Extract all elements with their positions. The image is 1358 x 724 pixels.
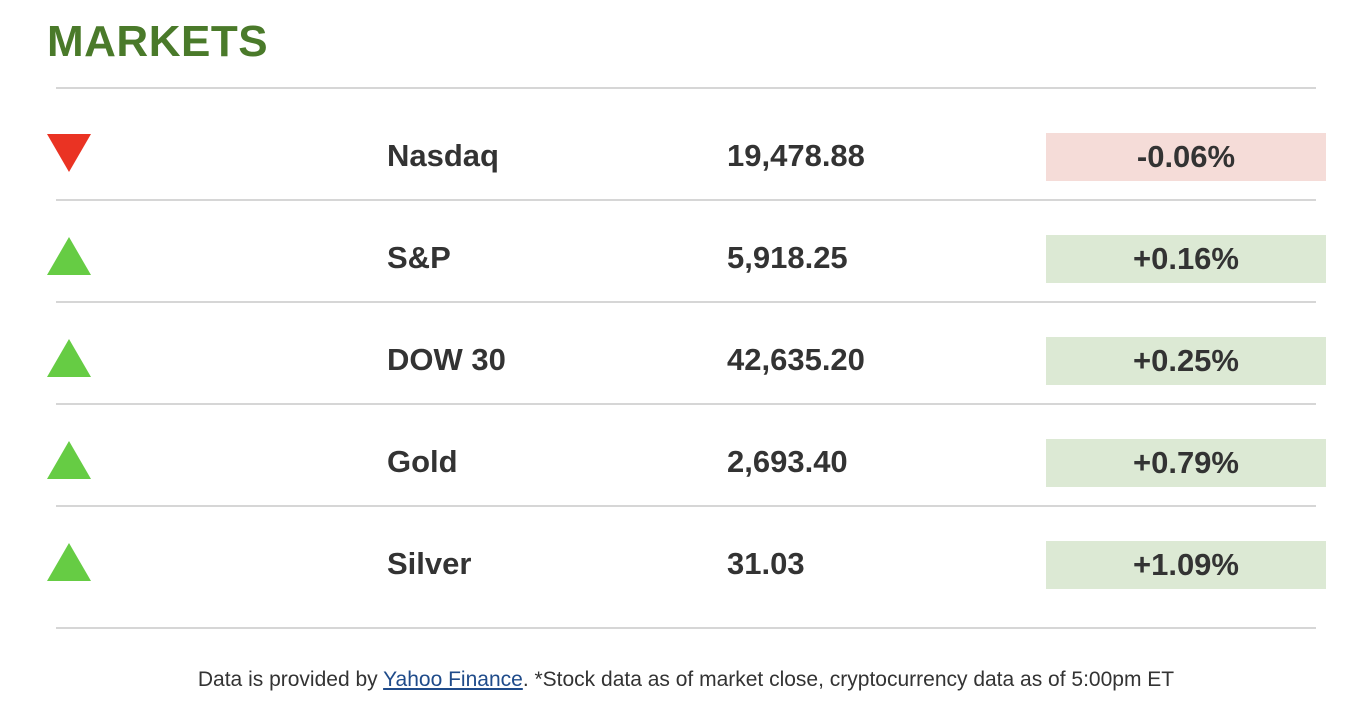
divider (56, 403, 1316, 405)
divider (56, 87, 1316, 89)
data-source-note: Data is provided by Yahoo Finance. *Stoc… (0, 666, 1358, 694)
market-row-nasdaq: Nasdaq 19,478.88 -0.06% (0, 104, 1358, 204)
divider (56, 505, 1316, 507)
market-row-dow: DOW 30 42,635.20 +0.25% (0, 308, 1358, 408)
market-name: Nasdaq (387, 138, 499, 173)
market-name: S&P (387, 240, 451, 275)
page-title: MARKETS (47, 17, 269, 66)
market-row-sp: S&P 5,918.25 +0.16% (0, 206, 1358, 306)
market-name: DOW 30 (387, 342, 506, 377)
market-name: Gold (387, 444, 458, 479)
down-triangle-icon (47, 134, 91, 172)
market-value: 42,635.20 (727, 342, 865, 377)
market-change-badge: +0.16% (1046, 235, 1326, 283)
footer-prefix: Data is provided by (197, 668, 384, 691)
market-row-silver: Silver 31.03 +1.09% (0, 512, 1358, 612)
footer-suffix: . *Stock data as of market close, crypto… (522, 668, 1175, 691)
market-change-badge: +1.09% (1046, 541, 1326, 589)
market-name: Silver (387, 546, 472, 581)
market-change-badge: -0.06% (1046, 133, 1326, 181)
divider (56, 301, 1316, 303)
up-triangle-icon (47, 237, 91, 275)
up-triangle-icon (47, 441, 91, 479)
divider (56, 627, 1316, 629)
market-value: 5,918.25 (727, 240, 848, 275)
yahoo-finance-link[interactable]: Yahoo Finance (383, 668, 523, 691)
market-row-gold: Gold 2,693.40 +0.79% (0, 410, 1358, 510)
up-triangle-icon (47, 339, 91, 377)
market-value: 19,478.88 (727, 138, 865, 173)
market-change-badge: +0.25% (1046, 337, 1326, 385)
market-change-badge: +0.79% (1046, 439, 1326, 487)
market-value: 31.03 (727, 546, 805, 581)
up-triangle-icon (47, 543, 91, 581)
divider (56, 199, 1316, 201)
market-value: 2,693.40 (727, 444, 848, 479)
